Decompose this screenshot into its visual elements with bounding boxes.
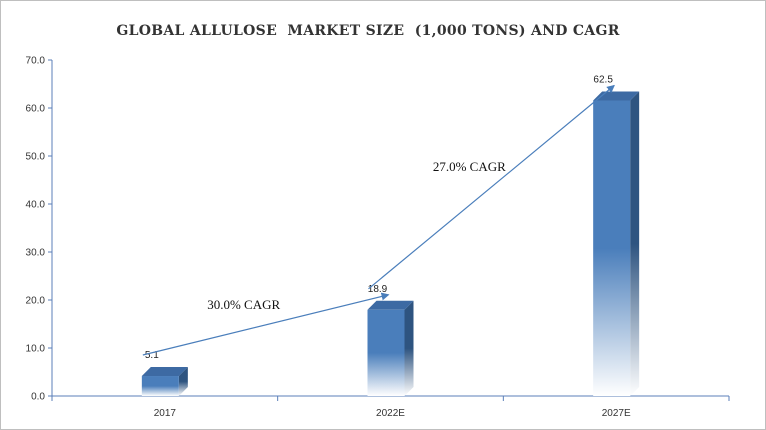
bar-side-2022E bbox=[404, 300, 414, 396]
x-tick-label: 2027E bbox=[602, 408, 631, 419]
bar-2022E bbox=[367, 309, 405, 396]
cagr-arrow bbox=[368, 84, 615, 290]
data-label-2022E: 18.9 bbox=[368, 284, 388, 295]
y-tick-label: 20.0 bbox=[26, 296, 46, 307]
bar-side-2017 bbox=[178, 367, 188, 396]
y-tick-label: 40.0 bbox=[26, 200, 46, 211]
y-tick-label: 10.0 bbox=[26, 344, 46, 355]
y-tick-label: 60.0 bbox=[26, 104, 46, 115]
x-tick-label: 2017 bbox=[154, 408, 177, 419]
bar-2017 bbox=[141, 376, 179, 396]
bar-top-2017 bbox=[141, 367, 188, 377]
y-tick-label: 0.0 bbox=[31, 392, 45, 403]
cagr-arrow bbox=[142, 292, 390, 356]
bar-2027E bbox=[593, 100, 631, 396]
bar-top-2022E bbox=[367, 300, 414, 310]
data-label-2017: 5.1 bbox=[145, 350, 159, 361]
y-tick-label: 50.0 bbox=[26, 152, 46, 163]
cagr-label: 27.0% CAGR bbox=[433, 159, 506, 174]
y-tick-label: 70.0 bbox=[26, 56, 46, 67]
x-tick-label: 2022E bbox=[376, 408, 405, 419]
data-label-2027E: 62.5 bbox=[593, 75, 613, 86]
y-tick-label: 30.0 bbox=[26, 248, 46, 259]
cagr-label: 30.0% CAGR bbox=[207, 297, 280, 312]
chart-title: GLOBAL ALLULOSE MARKET SIZE (1,000 TONS)… bbox=[116, 23, 620, 39]
bar-side-2027E bbox=[630, 91, 640, 396]
